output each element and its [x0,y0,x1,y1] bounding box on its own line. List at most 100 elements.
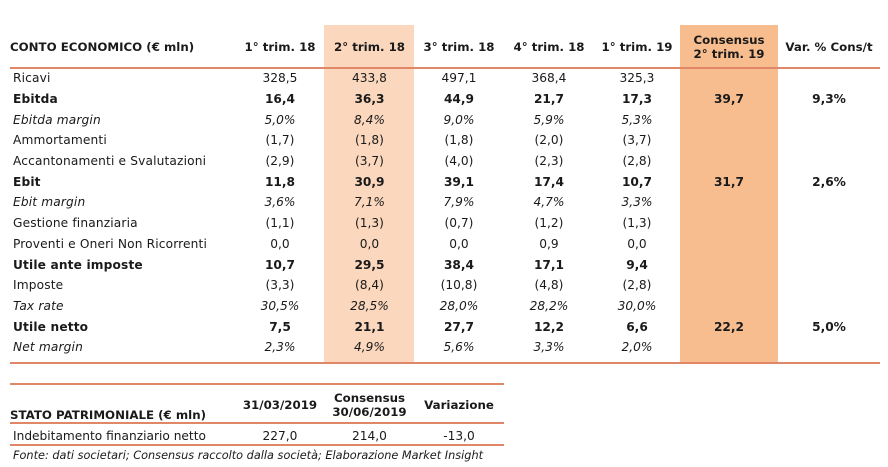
cell-q1-19: 3,3% [621,195,653,210]
balance-sheet-table: STATO PATRIMONIALE (€ mln) 31/03/2019 Co… [10,384,504,446]
cell-q4-18: 12,2 [533,319,565,334]
header-q3-18: 3° trim. 18 [423,39,495,54]
cell-q1-19: 17,3 [621,92,653,107]
cell-q3-18: 497,1 [441,71,477,86]
cell-q3-18: 7,9% [443,195,475,210]
cell-consensus [680,275,778,296]
cell-q4-18: (2,0) [534,133,564,148]
cell-consensus-30-06: 214,0 [352,429,387,443]
cell-q1-18: (2,9) [265,154,295,169]
cell-var: 2,6% [812,174,846,189]
cell-q4-18: 368,4 [531,71,567,86]
header-consensus-line1: Consensus [693,32,765,47]
balance-header-row: STATO PATRIMONIALE (€ mln) 31/03/2019 Co… [10,384,504,426]
cell-q3-18: 28,0% [439,298,479,313]
row-label: Ebit [13,174,41,189]
balance-rule-bottom [10,444,504,446]
cell-var [778,275,880,296]
cell-var [778,213,880,234]
income-statement-table: CONTO ECONOMICO (€ mln) 1° trim. 18 2° t… [10,25,880,358]
cell-q1-18: 3,6% [264,195,296,210]
row-label: Tax rate [13,298,64,313]
cell-q1-19: (2,8) [622,154,652,169]
header-rule-top [10,67,880,69]
row-imposte: Imposte (3,3) (8,4) (10,8) (4,8) (2,8) [10,275,880,296]
cell-q2-18: (8,4) [355,278,384,293]
cell-consensus [680,337,778,358]
row-label: Ebit margin [13,195,86,210]
row-utile-netto: Utile netto 7,5 21,1 27,7 12,2 6,6 22,2 5,0% [10,316,880,337]
cell-var [778,234,880,255]
cell-q2-18: 28,5% [350,298,389,313]
header-q2-18: 2° trim. 18 [333,39,405,54]
cell-31-03-2019: 227,0 [262,429,298,443]
cell-var [778,192,880,213]
cell-q2-18: 21,1 [354,319,385,334]
row-ricavi: Ricavi 328,5 433,8 497,1 368,4 325,3 [10,68,880,89]
row-label: Ebitda [13,92,58,107]
cell-q1-18: 2,3% [264,340,296,355]
cell-q2-18: (1,8) [355,133,384,148]
cell-q1-18: 11,8 [264,174,296,189]
income-header-row: CONTO ECONOMICO (€ mln) 1° trim. 18 2° t… [10,25,880,68]
cell-var [778,68,880,89]
cell-q2-18: 30,9 [354,174,385,189]
row-accantonamenti: Accantonamenti e Svalutazioni (2,9) (3,7) (… [10,151,880,172]
cell-q2-18: 29,5 [354,257,385,272]
cell-q1-19: 325,3 [619,71,655,86]
cell-var [778,296,880,317]
cell-q3-18: (4,0) [444,154,474,169]
cell-consensus: 31,7 [713,174,745,189]
cell-q3-18: 5,6% [443,340,475,355]
cell-var [778,337,880,358]
cell-q1-19: 2,0% [621,340,653,355]
consensus-column-highlight [680,25,778,363]
cell-var: 5,0% [812,319,846,334]
header-q1-18: 1° trim. 18 [244,39,316,54]
cell-consensus: 22,2 [713,319,745,334]
cell-consensus [680,109,778,130]
row-ammortamenti: Ammortamenti (1,7) (1,8) (1,8) (2,0) (3,7) [10,130,880,151]
cell-q3-18: (0,7) [444,216,474,231]
row-proventi-oneri: Proventi e Oneri Non Ricorrenti 0,0 0,0 0,0… [10,234,880,255]
source-note: Fonte: dati societari; Consensus raccolt… [13,449,484,462]
cell-q1-18: 7,5 [269,319,291,334]
cell-q1-18: (1,1) [265,216,295,231]
cell-q2-18: 7,1% [354,195,385,210]
cell-q1-18: 16,4 [264,92,296,107]
cell-consensus [680,151,778,172]
row-label: Gestione finanziaria [13,216,138,231]
row-label: Net margin [13,340,83,355]
header-consensus-30-06: Consensus 30/06/2019 [325,384,414,426]
cell-q2-18: 36,3 [354,92,385,107]
cell-q4-18: 17,4 [533,174,565,189]
cell-consensus [680,68,778,89]
cell-q4-18: 28,2% [529,298,569,313]
header-q1-19: 1° trim. 19 [601,39,673,54]
header-var-cons: Var. % Cons/t [785,39,873,54]
cell-q1-19: 5,3% [621,112,653,127]
cell-q1-18: 328,5 [262,71,298,86]
cell-q4-18: (2,3) [534,154,564,169]
cell-q1-18: 30,5% [260,298,300,313]
cell-q4-18: (1,2) [534,216,564,231]
row-label: Ammortamenti [13,133,107,148]
cell-variazione: -13,0 [443,429,475,443]
cell-var: 9,3% [812,92,846,107]
row-gestione-finanziaria: Gestione finanziaria (1,1) (1,3) (0,7) (1,2)… [10,213,880,234]
row-ebit: Ebit 11,8 30,9 39,1 17,4 10,7 31,7 2,6% [10,171,880,192]
row-indebitamento: Indebitamento finanziario netto 227,0 21… [10,426,504,446]
cell-q3-18: 38,4 [443,257,475,272]
cell-q2-18: 433,8 [352,71,387,86]
cell-var [778,151,880,172]
row-tax-rate: Tax rate 30,5% 28,5% 28,0% 28,2% 30,0% [10,296,880,317]
cell-consensus [680,254,778,275]
cell-q1-18: (3,3) [265,278,295,293]
cell-q3-18: 27,7 [443,319,475,334]
cell-consensus [680,130,778,151]
cell-q1-19: 10,7 [621,174,653,189]
cell-consensus [680,296,778,317]
cell-q1-19: (1,3) [622,216,652,231]
cell-q4-18: 17,1 [533,257,565,272]
header-q4-18: 4° trim. 18 [513,39,585,54]
